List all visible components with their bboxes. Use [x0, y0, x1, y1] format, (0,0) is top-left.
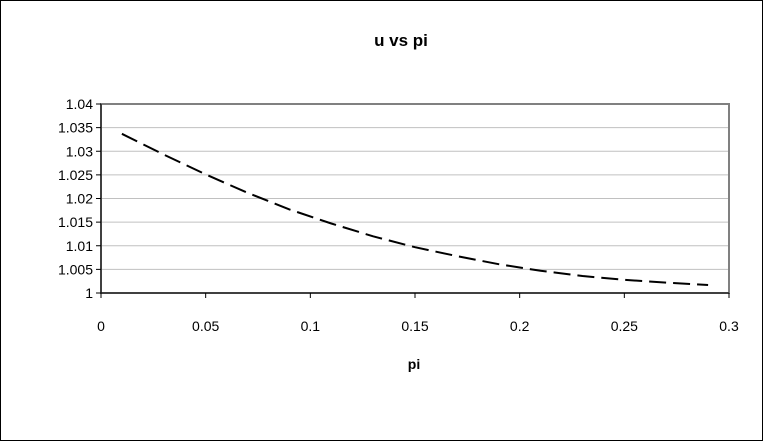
- y-tick-labels: 1 1.005 1.01 1.015 1.02 1.025 1.03 1.035 1.04: [58, 96, 93, 301]
- gridlines: [101, 127, 729, 270]
- chart-title: u vs pi: [374, 31, 428, 50]
- x-tick-label: 0.2: [510, 318, 530, 334]
- y-tick-label: 1: [85, 285, 93, 301]
- series-group: [121, 132, 709, 286]
- x-tick-label: 0.05: [192, 318, 219, 334]
- x-tick-label: 0.3: [719, 318, 739, 334]
- y-tick-label: 1.025: [58, 167, 93, 183]
- y-tick-label: 1.035: [58, 120, 93, 136]
- series-line: [121, 132, 709, 286]
- axes: [96, 103, 730, 298]
- x-tick-label: 0: [97, 318, 105, 334]
- y-tick-label: 1.015: [58, 214, 93, 230]
- x-tick-label: 0.25: [611, 318, 638, 334]
- x-tick-labels: 0 0.05 0.1 0.15 0.2 0.25 0.3: [97, 318, 739, 334]
- x-axis-label: pi: [408, 356, 420, 372]
- x-tick-label: 0.15: [401, 318, 428, 334]
- y-tick-label: 1.02: [66, 191, 93, 207]
- x-tick-label: 0.1: [301, 318, 321, 334]
- y-tick-label: 1.005: [58, 261, 93, 277]
- y-tick-label: 1.04: [66, 96, 93, 112]
- y-tick-label: 1.01: [66, 238, 93, 254]
- y-tick-label: 1.03: [66, 143, 93, 159]
